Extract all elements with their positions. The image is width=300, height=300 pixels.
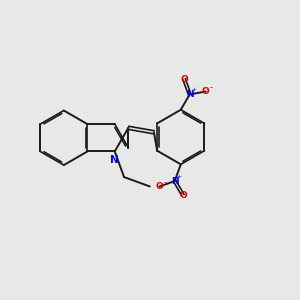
Text: +: + <box>192 87 197 92</box>
Text: O: O <box>180 74 188 83</box>
Text: -: - <box>210 83 213 92</box>
Text: N: N <box>186 90 194 99</box>
Text: -: - <box>163 178 166 187</box>
Text: O: O <box>155 182 163 191</box>
Text: O: O <box>202 87 210 96</box>
Text: O: O <box>179 191 187 200</box>
Text: +: + <box>177 174 182 179</box>
Text: N: N <box>110 155 119 165</box>
Text: N: N <box>171 176 178 185</box>
